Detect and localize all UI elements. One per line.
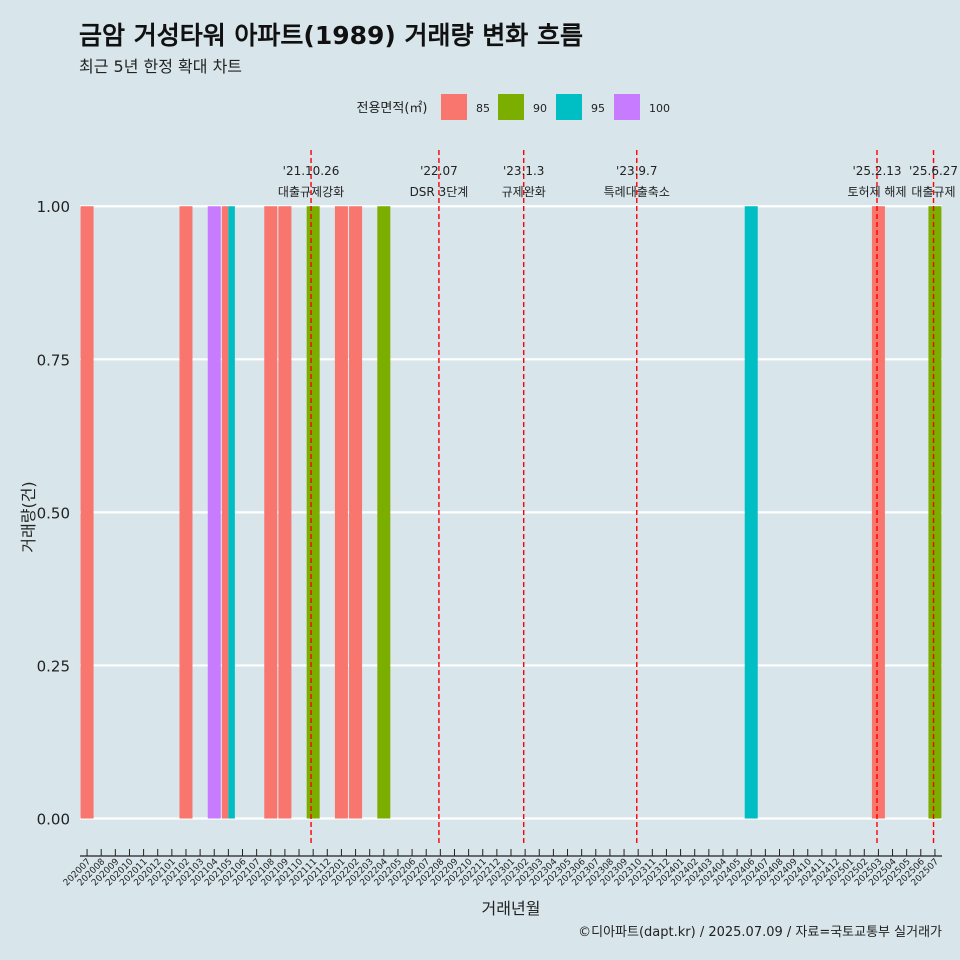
- event-date-label: '25.2.13: [852, 164, 901, 178]
- chart-title: 금암 거성타워 아파트(1989) 거래량 변화 흐름: [79, 21, 583, 50]
- x-axis-label: 거래년월: [482, 899, 541, 918]
- y-tick-label: 0.00: [37, 811, 70, 829]
- event-date-label: '23.1.3: [503, 164, 544, 178]
- legend-swatch-95: [556, 94, 582, 120]
- bar-series: [80, 206, 942, 819]
- bar-202503-85: [871, 206, 885, 819]
- legend-label-100: 100: [649, 102, 670, 115]
- event-name-label: 규제완화: [502, 185, 546, 199]
- x-axis: 2020072020082020092020102020112020122021…: [62, 849, 942, 888]
- bar-202104-100: [207, 206, 221, 819]
- bar-202102-85: [179, 206, 193, 819]
- event-name-label: 토허제 해제: [847, 185, 906, 199]
- y-tick-label: 0.25: [37, 657, 70, 675]
- y-tick-label: 0.50: [37, 504, 70, 522]
- bar-202202-85: [349, 206, 363, 819]
- event-date-label: '22.07: [420, 164, 458, 178]
- bar-202507-90: [928, 206, 942, 819]
- y-tick-label: 0.75: [37, 351, 70, 369]
- legend-title: 전용면적(㎡): [357, 101, 428, 116]
- chart-subtitle: 최근 5년 한정 확대 차트: [79, 57, 243, 76]
- y-axis: 0.00 0.25 0.50 0.75 1.00: [37, 198, 70, 828]
- bar-202109-85: [278, 206, 292, 819]
- event-name-label: DSR 3단계: [410, 185, 469, 199]
- event-name-label: 대출규제: [911, 185, 955, 199]
- bar-202108-85: [264, 206, 278, 819]
- event-name-label: 특례대출축소: [604, 185, 670, 199]
- y-axis-label: 거래량(건): [19, 481, 38, 552]
- bar-202105-95: [228, 206, 235, 819]
- legend-label-90: 90: [533, 102, 547, 115]
- legend-swatch-100: [614, 94, 640, 120]
- y-tick-label: 1.00: [37, 198, 70, 216]
- bar-202007-85: [80, 206, 94, 819]
- bar-202406-95: [744, 206, 758, 819]
- legend: 전용면적(㎡) 85 90 95 100: [357, 94, 670, 120]
- bar-202204-90: [377, 206, 391, 819]
- legend-swatch-85: [441, 94, 467, 120]
- event-annotations: '21.10.26 대출규제강화 '22.07 DSR 3단계 '23.1.3 규제완화 '…: [278, 150, 958, 843]
- caption: ©디아파트(dapt.kr) / 2025.07.09 / 자료=국토교통부 실…: [578, 925, 942, 940]
- event-name-label: 대출규제강화: [278, 185, 344, 199]
- event-date-label: '23.9.7: [616, 164, 657, 178]
- event-date-label: '25.6.27: [909, 164, 958, 178]
- bar-202105-85: [221, 206, 229, 819]
- legend-swatch-90: [498, 94, 524, 120]
- event-date-label: '21.10.26: [283, 164, 340, 178]
- legend-label-95: 95: [591, 102, 605, 115]
- bar-202111-90: [306, 206, 320, 819]
- bar-202201-85: [334, 206, 348, 819]
- legend-label-85: 85: [476, 102, 490, 115]
